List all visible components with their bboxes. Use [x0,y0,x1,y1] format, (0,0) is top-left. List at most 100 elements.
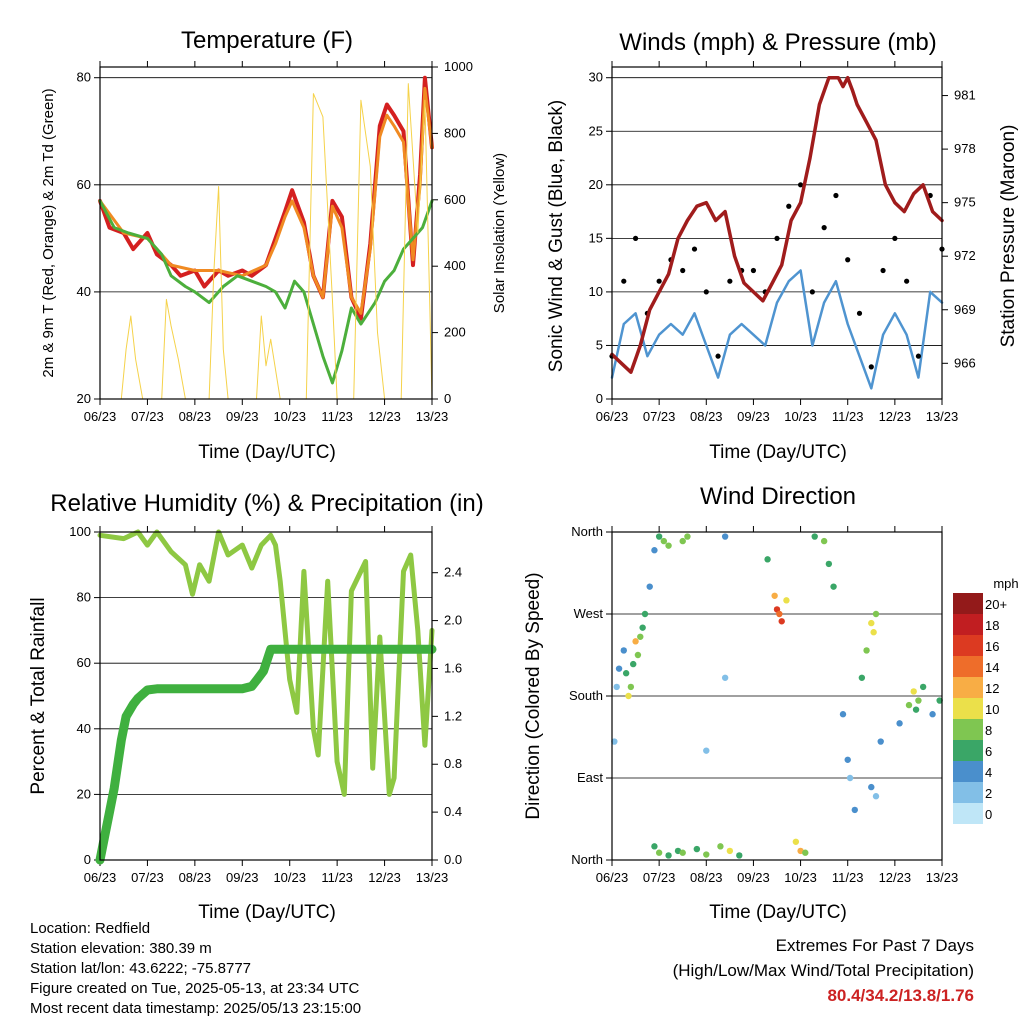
temperature-y-ticks: 20 40 60 80 [77,70,432,406]
direction-point [703,851,710,858]
direction-point [846,774,854,782]
direction-point [910,688,917,695]
temperature-series-line [98,75,434,321]
temperature-x-tick-label: 12/23 [368,409,401,424]
temperature-panel-title: Temperature (F) [181,27,353,54]
humidity-x-tick-label: 10/23 [273,870,306,885]
winds-gust-point [786,203,792,209]
direction-y-ticks: North East South West North [569,524,942,867]
humidity-y2-tick-label: 0.4 [444,804,462,819]
direction-point [872,793,880,800]
winds-gust-point [821,225,827,231]
direction-point [627,683,635,691]
winds-gust-point [868,364,874,370]
direction-point [919,683,927,691]
direction-point [655,533,663,540]
winds-gust-point [632,235,639,241]
speed-legend-swatch [953,761,983,782]
temperature-series-line [98,199,434,385]
winds-series [609,75,945,390]
direction-x-label: Time (Day/UTC) [709,902,847,923]
humidity-x-ticks: 06/23 07/23 08/23 09/23 10/23 11/23 12/23 13/23 [84,526,448,885]
direction-point [651,843,658,850]
direction-point [679,849,686,856]
direction-point [839,711,847,718]
winds-panel-title: Winds (mph) & Pressure (mb) [619,29,936,56]
temperature-series [98,75,434,400]
recent-timestamp: Most recent data timestamp: 2025/05/13 2… [30,1000,362,1017]
winds-x-tick-label: 10/23 [784,409,817,424]
temperature-series-line [98,86,434,315]
direction-point [915,697,922,704]
direction-point [693,845,701,853]
direction-x-tick-label: 11/23 [832,870,864,885]
direction-point [703,747,710,754]
winds-y-tick-label: 25 [589,123,603,138]
direction-x-ticks: 06/23 07/23 08/23 09/23 10/23 11/23 12/23 13/23 [596,526,958,885]
speed-legend: 20+ 18 16 14 12 10 8 6 4 2 0 [953,593,1007,824]
humidity-y2-tick-label: 2.4 [444,565,462,580]
humidity-x-tick-label: 12/23 [368,870,401,885]
winds-y-tick-label: 5 [596,337,603,352]
temperature-y2-label: Solar Insolation (Yellow) [491,153,508,313]
station-latlon: Station lat/lon: 43.6222; -75.8777 [30,960,252,977]
winds-y-label: Sonic Wind & Gust (Blue, Black) [546,100,567,372]
winds-gust-point [845,257,851,263]
extremes-title: Extremes For Past 7 Days [775,936,974,955]
winds-gust-point [915,353,922,359]
speed-legend-label: 6 [985,744,992,759]
winds-y2-label: Station Pressure (Maroon) [998,125,1019,348]
winds-plot-frame [611,66,943,400]
direction-point [615,665,623,672]
winds-gust-point [809,289,815,295]
direction-x-tick-label: 09/23 [737,870,770,885]
winds-gust-point [797,182,804,188]
temperature-y2-tick-label: 600 [444,192,466,207]
direction-point [630,660,637,668]
station-elevation: Station elevation: 380.39 m [30,940,212,957]
winds-x-tick-label: 08/23 [690,409,723,424]
direction-point [632,638,639,645]
humidity-x-tick-label: 07/23 [131,870,164,885]
winds-gust-point [892,235,898,241]
winds-gust-point [750,267,757,274]
winds-gust-point [691,246,698,252]
speed-legend-label: 18 [985,618,999,633]
direction-point [634,651,642,659]
winds-x-tick-label: 06/23 [596,409,629,424]
winds-y-tick-label: 10 [589,284,603,299]
speed-legend-label: 14 [985,660,999,675]
winds-gust-point [856,310,863,316]
speed-legend-label: 4 [985,765,992,780]
direction-point [870,629,877,636]
direction-point [721,533,729,540]
direction-points [611,533,943,859]
direction-point [771,592,778,599]
winds-y2-tick-label: 966 [954,355,976,370]
station-info: Location: Redfield Station elevation: 38… [30,919,361,1019]
speed-legend-swatch [953,740,983,761]
temperature-x-tick-label: 08/23 [179,409,212,424]
direction-point [665,542,672,549]
speed-legend-swatch [953,698,983,719]
direction-point [802,849,809,856]
winds-gust-point [904,278,910,284]
direction-point [613,683,620,691]
temperature-plot-frame [99,66,433,400]
direction-point [684,533,691,540]
temperature-y-tick-label: 20 [77,391,91,406]
winds-y-tick-label: 30 [589,70,603,85]
direction-y-tick-label: South [569,688,603,703]
winds-x-ticks: 06/23 07/23 08/23 09/23 10/23 11/23 12/23 13/23 [596,61,958,424]
direction-point [868,783,875,791]
winds-series-line [610,75,944,374]
humidity-y2-tick-label: 2.0 [444,613,462,628]
winds-y-ticks: 0 5 10 15 20 25 30 [589,70,942,406]
humidity-y2-tick-label: 0.0 [444,852,462,867]
humidity-y2-ticks: 0.0 0.4 0.8 1.2 1.6 2.0 2.4 [432,565,462,867]
humidity-x-tick-label: 09/23 [226,870,259,885]
winds-y2-tick-label: 969 [954,302,976,317]
direction-y-tick-label: North [571,524,603,539]
speed-legend-swatch [953,782,983,803]
extremes-values: 80.4/34.2/13.8/1.76 [827,986,974,1005]
